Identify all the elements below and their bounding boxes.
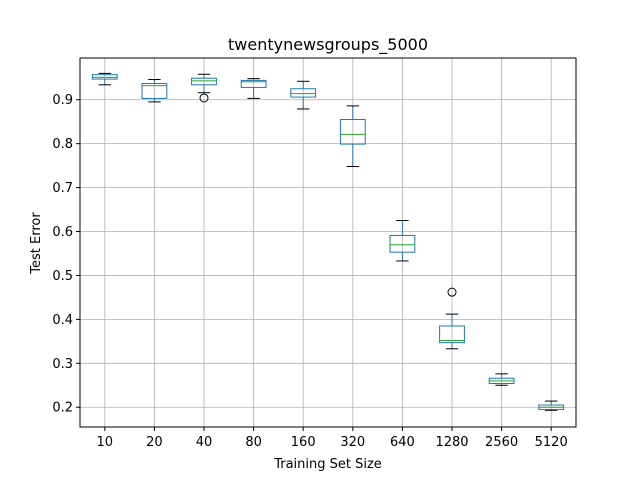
y-axis-label: Test Error bbox=[29, 212, 44, 275]
x-tick-label: 160 bbox=[291, 435, 316, 450]
y-tick-label: 0.4 bbox=[52, 313, 73, 328]
x-tick-label: 80 bbox=[245, 435, 262, 450]
y-tick-label: 0.5 bbox=[52, 269, 73, 284]
y-tick-label: 0.9 bbox=[52, 93, 73, 108]
box-40 bbox=[191, 77, 217, 86]
y-tick-label: 0.7 bbox=[52, 181, 73, 196]
x-axis-label: Training Set Size bbox=[273, 457, 382, 472]
x-tick-label: 1280 bbox=[435, 435, 468, 450]
box-160 bbox=[290, 88, 317, 98]
x-tick-label: 640 bbox=[390, 435, 415, 450]
y-tick-label: 0.3 bbox=[52, 357, 73, 372]
x-tick-label: 10 bbox=[97, 435, 114, 450]
outlier-point bbox=[199, 93, 209, 103]
box-80 bbox=[240, 79, 267, 88]
box-320 bbox=[339, 119, 366, 145]
chart-title: twentynewsgroups_5000 bbox=[228, 35, 428, 55]
x-tick-label: 5120 bbox=[535, 435, 568, 450]
y-tick-label: 0.6 bbox=[52, 225, 73, 240]
y-tick-label: 0.2 bbox=[52, 401, 73, 416]
outlier-point bbox=[447, 287, 457, 297]
box-20 bbox=[141, 82, 168, 99]
x-tick-label: 20 bbox=[146, 435, 163, 450]
axes-frame bbox=[79, 57, 577, 428]
y-tick-label: 0.8 bbox=[52, 137, 73, 152]
box-1280 bbox=[439, 325, 465, 344]
x-tick-label: 40 bbox=[196, 435, 213, 450]
x-tick-label: 2560 bbox=[485, 435, 518, 450]
x-tick-label: 320 bbox=[340, 435, 365, 450]
box-640 bbox=[389, 234, 416, 253]
plot-area: 0.2 0.3 0.4 0.5 0.6 0.7 0.8 0.9 10 20 40 80 160 320 64… bbox=[52, 57, 577, 450]
